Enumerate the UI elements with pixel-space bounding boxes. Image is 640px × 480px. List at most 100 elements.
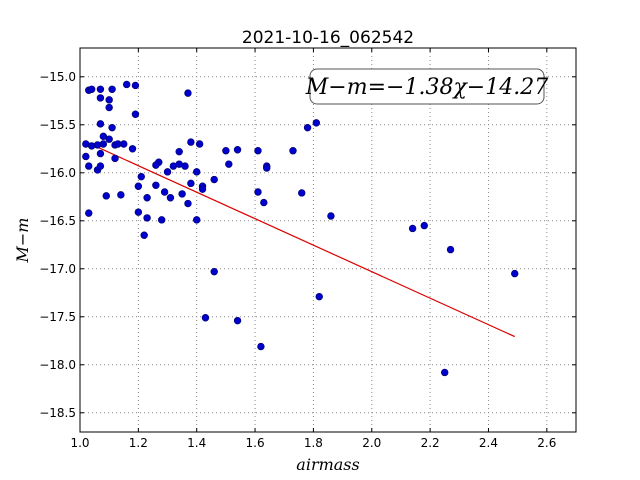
y-tick-label: −15.5: [39, 118, 76, 132]
data-point: [420, 221, 428, 230]
data-point: [87, 85, 96, 93]
data-point: [160, 188, 169, 196]
data-point: [82, 152, 90, 161]
data-point: [193, 216, 201, 224]
data-point: [99, 132, 108, 141]
data-point: [108, 85, 116, 93]
data-point: [120, 140, 128, 148]
chart-title: 2021-10-16_062542: [242, 28, 414, 48]
data-point: [96, 162, 105, 170]
data-point: [315, 292, 323, 301]
y-axis-label: M−m: [13, 218, 32, 264]
data-point: [181, 162, 189, 170]
y-tick-label: −18.0: [39, 358, 76, 372]
y-tick-label: −16.0: [39, 166, 76, 180]
data-point: [210, 175, 218, 184]
data-point: [105, 96, 113, 104]
data-point: [96, 85, 105, 93]
data-point: [157, 216, 166, 224]
data-point: [85, 162, 93, 170]
y-tick-label: −18.5: [39, 406, 76, 420]
data-point: [178, 190, 186, 198]
x-tick-label: 1.2: [129, 436, 148, 450]
data-point: [111, 154, 119, 163]
data-point: [134, 182, 143, 190]
data-point: [96, 94, 105, 102]
data-point: [260, 198, 268, 207]
data-point: [222, 147, 230, 155]
x-tick-label: 2.2: [421, 436, 440, 450]
grid: [79, 48, 576, 432]
plot-frame: [79, 47, 577, 433]
data-point: [108, 123, 116, 132]
data-point: [257, 342, 265, 351]
data-point: [201, 314, 210, 322]
data-point: [210, 267, 218, 276]
data-point: [254, 188, 262, 196]
data-point: [105, 103, 113, 112]
data-point: [263, 164, 271, 172]
data-point: [137, 172, 145, 181]
data-point: [187, 138, 195, 146]
data-point: [298, 189, 306, 197]
data-point: [85, 209, 93, 217]
data-point: [312, 119, 321, 127]
x-tick-label: 1.6: [246, 436, 265, 450]
x-tick-label: 1.4: [187, 436, 206, 450]
data-point: [134, 208, 143, 216]
data-point: [289, 147, 297, 155]
data-point: [184, 89, 192, 97]
x-tick-label: 2.4: [479, 436, 498, 450]
data-point: [303, 123, 312, 132]
data-point: [131, 110, 140, 118]
x-tick-label: 2.0: [362, 436, 381, 450]
data-point: [143, 194, 151, 202]
data-point: [102, 192, 110, 200]
data-points: [82, 80, 519, 377]
data-point: [446, 245, 455, 254]
data-point: [96, 120, 105, 128]
data-point: [105, 135, 113, 143]
fit-line: [88, 142, 515, 338]
data-point: [441, 368, 449, 377]
x-tick-label: 1.8: [304, 436, 323, 450]
x-tick-label: 1.0: [70, 436, 89, 450]
data-point: [193, 168, 201, 176]
data-point: [128, 145, 137, 153]
data-point: [233, 316, 242, 325]
data-point: [408, 224, 417, 233]
y-tick-label: −15.0: [39, 70, 76, 84]
y-tick-label: −17.0: [39, 262, 76, 276]
data-point: [184, 199, 192, 208]
annotation-text: M−m=−1.38χ−14.27: [305, 75, 548, 100]
annotation-box: [309, 68, 545, 105]
data-point: [152, 161, 160, 169]
data-point: [166, 194, 175, 202]
fit-annotation: M−m=−1.38χ−14.27: [305, 68, 548, 105]
data-point: [96, 149, 105, 158]
data-point: [187, 179, 195, 188]
data-point: [117, 191, 125, 199]
data-point: [175, 147, 183, 156]
data-point: [327, 212, 335, 220]
axis-ticks: 1.0 1.2 1.4 1.6 1.8 2.0 2.2 2.4 2.6 −15.0 −15.5 −16…: [39, 48, 576, 450]
data-point: [195, 140, 204, 148]
data-point: [152, 181, 160, 189]
data-point: [163, 168, 172, 176]
data-point: [254, 147, 262, 155]
x-tick-label: 2.6: [537, 436, 556, 450]
data-point: [140, 231, 148, 239]
data-point: [198, 185, 207, 193]
data-point: [99, 140, 108, 148]
data-point: [225, 160, 233, 168]
x-axis-label: airmass: [296, 455, 359, 474]
data-point: [131, 81, 140, 90]
y-tick-label: −17.5: [39, 310, 76, 324]
data-point: [511, 269, 519, 278]
fit-line-layer: [88, 142, 515, 338]
data-point: [143, 214, 151, 222]
y-tick-label: −16.5: [39, 214, 76, 228]
data-point: [122, 80, 131, 89]
data-point: [233, 146, 242, 154]
